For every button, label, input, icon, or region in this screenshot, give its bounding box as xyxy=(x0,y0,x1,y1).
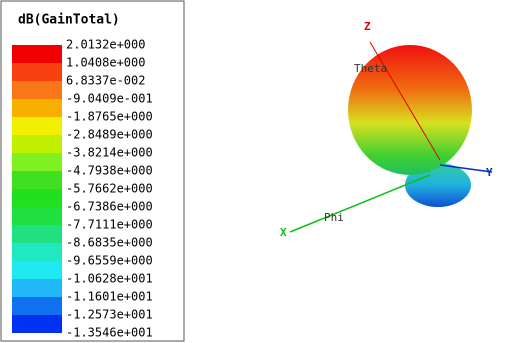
legend-level: -6.7386e+000 xyxy=(66,200,153,214)
legend-level: -1.1601e+001 xyxy=(66,290,153,304)
legend-level: -7.7111e+000 xyxy=(66,218,153,232)
x-label: X xyxy=(280,226,287,239)
color-band xyxy=(12,261,62,279)
y-axis xyxy=(439,164,493,173)
legend-level: -1.2573e+001 xyxy=(66,308,153,322)
color-band xyxy=(12,243,62,261)
color-band xyxy=(12,225,62,243)
legend-level: 2.0132e+000 xyxy=(66,38,145,52)
theta-label: Theta xyxy=(354,62,387,75)
legend-level: -1.8765e+000 xyxy=(66,110,153,124)
color-band xyxy=(12,297,62,315)
color-band xyxy=(12,189,62,207)
color-band xyxy=(12,45,62,63)
color-band xyxy=(12,81,62,99)
legend-level: -9.0409e-001 xyxy=(66,92,153,106)
pattern-3d: Z Theta Y X Phi xyxy=(280,20,493,239)
phi-label: Phi xyxy=(324,211,344,224)
color-band xyxy=(12,171,62,189)
legend-level: -1.3546e+001 xyxy=(66,326,153,340)
legend-title: dB(GainTotal) xyxy=(18,13,120,28)
color-band xyxy=(12,207,62,225)
legend-level: -1.0628e+001 xyxy=(66,272,153,286)
legend-level: -3.8214e+000 xyxy=(66,146,153,160)
color-band xyxy=(12,153,62,171)
z-label: Z xyxy=(364,20,371,33)
legend-level: -8.6835e+000 xyxy=(66,236,153,250)
color-band xyxy=(12,279,62,297)
legend-level: 6.8337e-002 xyxy=(66,74,145,88)
back-lobe xyxy=(405,163,471,207)
legend-level: -2.8489e+000 xyxy=(66,128,153,142)
legend-level: -9.6559e+000 xyxy=(66,254,153,268)
legend-level: 1.0408e+000 xyxy=(66,56,145,70)
color-band xyxy=(12,63,62,81)
legend-level: -5.7662e+000 xyxy=(66,182,153,196)
legend: 2.0132e+000 1.0408e+000 6.8337e-002 -9.0409… xyxy=(12,38,153,340)
y-label: Y xyxy=(486,166,493,179)
color-band xyxy=(12,315,62,333)
z-axis xyxy=(369,41,441,161)
color-band xyxy=(12,135,62,153)
color-band xyxy=(12,99,62,117)
x-axis xyxy=(289,174,431,233)
color-band xyxy=(12,117,62,135)
legend-level: -4.7938e+000 xyxy=(66,164,153,178)
